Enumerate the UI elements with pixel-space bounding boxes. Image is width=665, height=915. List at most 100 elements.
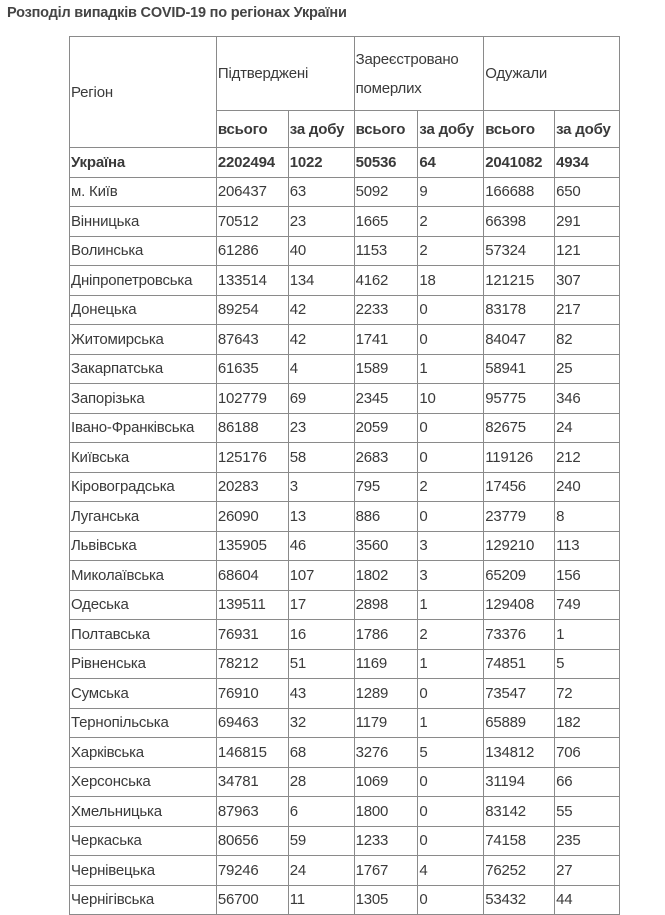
cell-recovered-daily: 346 (554, 383, 620, 414)
cell-deaths-total: 1800 (353, 796, 419, 827)
cell-region: Івано-Франківська (69, 412, 217, 443)
cell-recovered-total: 95775 (483, 383, 556, 414)
cell-deaths-total: 5092 (353, 176, 419, 207)
cell-deaths-daily: 2 (417, 235, 485, 266)
cell-deaths-daily: 18 (417, 265, 485, 296)
cell-confirmed-daily: 23 (287, 206, 355, 237)
table-row: Кіровоградська 20283 3 795 2 17456 240 (69, 471, 620, 502)
cell-confirmed-daily: 13 (287, 501, 355, 532)
cell-confirmed-daily: 23 (287, 412, 355, 443)
table-row: Чернівецька 79246 24 1767 4 76252 27 (69, 855, 620, 886)
cell-deaths-total: 795 (353, 471, 419, 502)
cell-deaths-total: 2345 (353, 383, 419, 414)
cell-confirmed-daily: 28 (287, 766, 355, 797)
cell-recovered-daily: 4934 (554, 147, 620, 178)
cell-deaths-total: 1767 (353, 855, 419, 886)
cell-deaths-daily: 9 (417, 176, 485, 207)
cell-recovered-daily: 217 (554, 294, 620, 325)
cell-recovered-total: 134812 (483, 737, 556, 768)
cell-recovered-total: 76252 (483, 855, 556, 886)
cell-region: Житомирська (69, 324, 217, 355)
cell-region: Закарпатська (69, 353, 217, 384)
cell-deaths-daily: 0 (417, 766, 485, 797)
cell-confirmed-daily: 32 (287, 707, 355, 738)
cell-recovered-daily: 291 (554, 206, 620, 237)
cell-recovered-total: 84047 (483, 324, 556, 355)
cell-recovered-daily: 212 (554, 442, 620, 473)
cell-deaths-daily: 4 (417, 855, 485, 886)
cell-recovered-daily: 749 (554, 589, 620, 620)
cell-region: Чернівецька (69, 855, 217, 886)
cell-deaths-daily: 2 (417, 206, 485, 237)
cell-confirmed-daily: 6 (287, 796, 355, 827)
cell-deaths-total: 3560 (353, 530, 419, 561)
cell-confirmed-total: 206437 (215, 176, 289, 207)
cell-region: Рівненська (69, 648, 217, 679)
cell-deaths-total: 2233 (353, 294, 419, 325)
cell-deaths-daily: 3 (417, 530, 485, 561)
table-row: Донецька 89254 42 2233 0 83178 217 (69, 294, 620, 325)
cell-recovered-total: 31194 (483, 766, 556, 797)
cell-recovered-daily: 182 (554, 707, 620, 738)
cell-region: Харківська (69, 737, 217, 768)
cell-confirmed-total: 86188 (215, 412, 289, 443)
cell-region: Одеська (69, 589, 217, 620)
cell-recovered-total: 58941 (483, 353, 556, 384)
table-row: Волинська 61286 40 1153 2 57324 121 (69, 235, 620, 266)
cell-deaths-total: 1786 (353, 619, 419, 650)
cell-confirmed-total: 34781 (215, 766, 289, 797)
header-confirmed-daily: за добу (287, 110, 355, 148)
table-row: м. Київ 206437 63 5092 9 166688 650 (69, 176, 620, 207)
cell-region: Вінницька (69, 206, 217, 237)
cell-confirmed-total: 61635 (215, 353, 289, 384)
table-row: Полтавська 76931 16 1786 2 73376 1 (69, 619, 620, 650)
cell-region: Хмельницька (69, 796, 217, 827)
covid-regions-table: Регіон Підтверджені Зареєстровано померли… (69, 36, 620, 915)
cell-confirmed-total: 76931 (215, 619, 289, 650)
header-deaths-total: всього (353, 110, 419, 148)
cell-region: Херсонська (69, 766, 217, 797)
cell-confirmed-total: 76910 (215, 678, 289, 709)
cell-deaths-total: 1665 (353, 206, 419, 237)
header-region: Регіон (69, 36, 217, 148)
table-row: Миколаївська 68604 107 1802 3 65209 156 (69, 560, 620, 591)
cell-deaths-daily: 1 (417, 589, 485, 620)
cell-recovered-daily: 1 (554, 619, 620, 650)
cell-confirmed-total: 133514 (215, 265, 289, 296)
cell-confirmed-daily: 4 (287, 353, 355, 384)
cell-confirmed-daily: 1022 (287, 147, 355, 178)
cell-confirmed-daily: 51 (287, 648, 355, 679)
table-row: Чернігівська 56700 11 1305 0 53432 44 (69, 884, 620, 915)
table-row: Київська 125176 58 2683 0 119126 212 (69, 442, 620, 473)
cell-confirmed-total: 26090 (215, 501, 289, 532)
cell-deaths-total: 2683 (353, 442, 419, 473)
cell-recovered-total: 17456 (483, 471, 556, 502)
cell-deaths-daily: 5 (417, 737, 485, 768)
cell-deaths-daily: 3 (417, 560, 485, 591)
cell-deaths-daily: 10 (417, 383, 485, 414)
cell-region: Полтавська (69, 619, 217, 650)
cell-confirmed-total: 146815 (215, 737, 289, 768)
cell-deaths-total: 1233 (353, 825, 419, 856)
header-row-groups: Регіон Підтверджені Зареєстровано померли… (69, 36, 620, 148)
cell-confirmed-daily: 134 (287, 265, 355, 296)
cell-deaths-daily: 0 (417, 678, 485, 709)
cell-deaths-daily: 64 (417, 147, 485, 178)
cell-confirmed-total: 79246 (215, 855, 289, 886)
cell-confirmed-daily: 16 (287, 619, 355, 650)
cell-region: Львівська (69, 530, 217, 561)
cell-recovered-total: 73376 (483, 619, 556, 650)
table-row: Херсонська 34781 28 1069 0 31194 66 (69, 766, 620, 797)
cell-confirmed-total: 56700 (215, 884, 289, 915)
cell-confirmed-total: 61286 (215, 235, 289, 266)
cell-deaths-daily: 2 (417, 471, 485, 502)
cell-recovered-daily: 650 (554, 176, 620, 207)
cell-recovered-daily: 27 (554, 855, 620, 886)
cell-confirmed-daily: 46 (287, 530, 355, 561)
cell-region: м. Київ (69, 176, 217, 207)
cell-recovered-daily: 8 (554, 501, 620, 532)
table-row: Закарпатська 61635 4 1589 1 58941 25 (69, 353, 620, 384)
cell-confirmed-total: 70512 (215, 206, 289, 237)
cell-deaths-daily: 0 (417, 412, 485, 443)
cell-region: Сумська (69, 678, 217, 709)
